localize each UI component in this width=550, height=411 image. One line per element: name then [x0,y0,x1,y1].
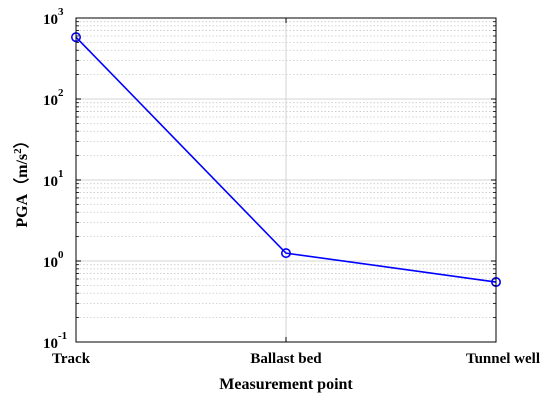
y-axis-title-superscript: 2 [12,148,24,154]
y-axis-title-main: PGA（m/s [13,154,31,228]
y-tick-exponent: 1 [58,168,64,180]
y-tick-label: 10 [43,174,58,190]
x-tick-label: Ballast bed [250,351,322,367]
y-axis-title: PGA（m/s2） [12,132,31,227]
y-tick-exponent: -1 [58,330,67,342]
x-tick-label: Track [52,351,91,367]
y-tick-label: 10 [43,93,58,109]
y-tick-exponent: 0 [58,249,64,261]
series-line [75,36,497,283]
y-tick-label: 10 [43,255,58,271]
grid-layer [75,17,497,343]
x-axis-title: Measurement point [219,376,353,393]
y-tick-label: 10 [43,336,58,352]
y-tick-label: 10 [43,12,58,28]
label-layer: Measurement point PGA（m/s2） [12,132,353,393]
y-tick-exponent: 2 [58,87,64,99]
data-point-marker [280,248,291,259]
y-tick-exponent: 3 [58,6,64,18]
y-axis-title-suffix: ） [13,132,31,148]
x-tick-label: Tunnel well [466,351,540,367]
